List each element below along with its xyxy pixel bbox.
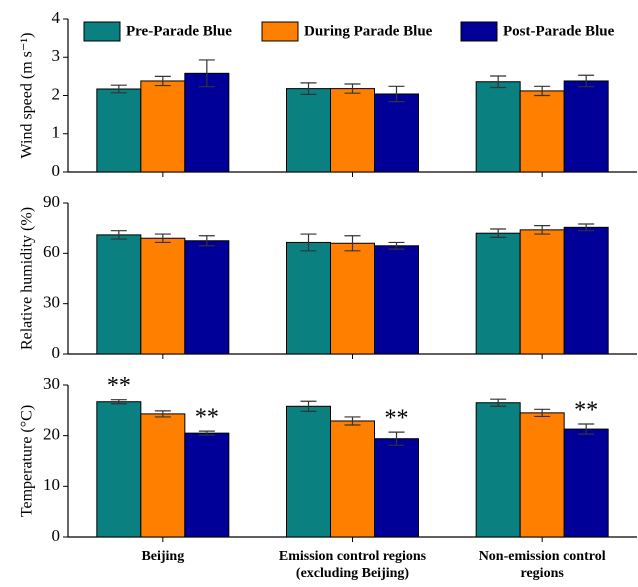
legend-swatch: [83, 21, 121, 42]
bar: [475, 402, 521, 538]
x-tick-label: Non-emission control regions: [478, 549, 606, 581]
bar: [519, 412, 565, 538]
error-bar: [110, 84, 127, 94]
bar: [184, 240, 230, 355]
y-tick-label: 4: [52, 8, 61, 27]
error-bar: [490, 75, 507, 89]
error-bar: [154, 410, 171, 418]
bar: [184, 72, 230, 173]
error-bar: [198, 59, 215, 88]
bar: [374, 93, 419, 173]
error-bar: [300, 82, 317, 95]
y-tick-label: 90: [43, 192, 60, 211]
error-bar: [154, 75, 171, 87]
error-bar: [388, 431, 405, 446]
bar: [96, 234, 142, 355]
error-bar: [344, 83, 361, 94]
error-bar: [110, 230, 127, 240]
bar: [330, 88, 375, 173]
legend-swatch: [460, 21, 498, 42]
bar: [330, 242, 375, 355]
y-tick-label: 20: [43, 425, 60, 444]
bar: [563, 226, 609, 355]
error-bar: [490, 398, 507, 407]
error-bar: [578, 223, 595, 232]
error-bar: [344, 235, 361, 252]
bar: [96, 401, 142, 538]
legend-label: During Parade Blue: [304, 23, 433, 39]
y-axis-label: Temperature (°C): [19, 405, 36, 517]
bar: [286, 405, 331, 538]
y-tick-label: 0: [52, 526, 61, 545]
bar: [184, 432, 230, 538]
error-bar: [578, 423, 595, 435]
x-tick-label: Beijing: [141, 549, 185, 564]
bar: [140, 237, 186, 355]
bar: [330, 420, 375, 538]
y-tick-label: 0: [52, 343, 61, 362]
error-bar: [154, 233, 171, 244]
error-bar: [300, 400, 317, 412]
bar: [519, 90, 565, 173]
annotation: **: [107, 373, 131, 399]
bar: [475, 232, 521, 355]
error-bar: [578, 74, 595, 88]
error-bar: [534, 408, 551, 418]
error-bar: [110, 399, 127, 405]
y-tick-label: 3: [52, 46, 61, 65]
legend-label: Post-Parade Blue: [503, 23, 615, 39]
bar: [374, 438, 419, 538]
error-bar: [534, 85, 551, 97]
bar: [96, 88, 142, 173]
y-tick-label: 60: [43, 242, 60, 261]
y-axis-label: Relative humidity (%): [19, 207, 36, 350]
bar: [374, 245, 419, 355]
x-tick-label: Emission control regions (excluding Beij…: [278, 549, 427, 581]
error-bar: [300, 233, 317, 252]
legend-swatch: [261, 21, 299, 42]
y-tick-label: 0: [52, 161, 61, 180]
bar: [563, 428, 609, 538]
bar: [286, 241, 331, 355]
error-bar: [344, 416, 361, 426]
y-tick-label: 30: [43, 293, 60, 312]
y-tick-label: 10: [43, 475, 60, 494]
error-bar: [198, 430, 215, 436]
y-tick-label: 2: [52, 84, 61, 103]
bar: [140, 80, 186, 173]
annotation: **: [385, 406, 409, 432]
bar: [475, 81, 521, 173]
y-tick-label: 1: [52, 123, 61, 142]
error-bar: [490, 228, 507, 238]
annotation: **: [574, 398, 598, 424]
error-bar: [198, 235, 215, 247]
y-tick-label: 30: [43, 374, 60, 393]
bar: [563, 80, 609, 173]
bar: [140, 413, 186, 538]
bar: [519, 229, 565, 355]
error-bar: [388, 241, 405, 250]
error-bar: [388, 85, 405, 103]
error-bar: [534, 225, 551, 235]
legend-label: Pre-Parade Blue: [126, 23, 232, 39]
bar: [286, 88, 331, 173]
y-axis-label: Wind speed (m s⁻¹): [19, 33, 36, 159]
annotation: **: [195, 405, 219, 431]
